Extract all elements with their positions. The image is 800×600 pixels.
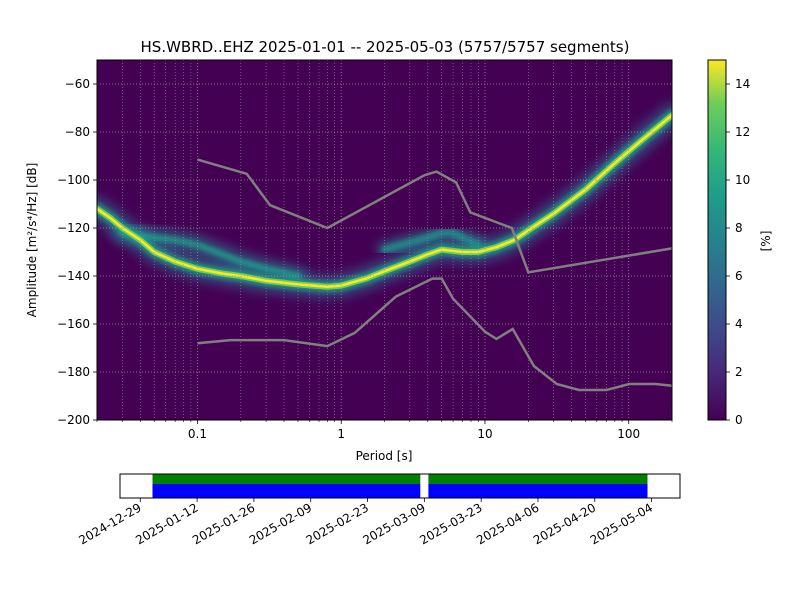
- y-tick-label: −120: [57, 221, 90, 235]
- date-tick-label: 2024-12-29: [76, 500, 143, 547]
- colorbar: 0 2 4 6 8 10 12 14 [%]: [707, 59, 773, 427]
- date-tick-label: 2025-05-04: [588, 500, 655, 547]
- coverage-plot: 2024-12-292025-01-122025-01-262025-02-09…: [76, 473, 681, 547]
- coverage-frame: [119, 473, 681, 499]
- date-tick-label: 2025-01-12: [133, 500, 200, 547]
- coverage-bars: [152, 474, 648, 498]
- chart-title: HS.WBRD..EHZ 2025-01-01 -- 2025-05-03 (5…: [141, 38, 630, 56]
- grid-lines: [97, 60, 672, 420]
- date-tick-label: 2025-01-26: [190, 500, 257, 547]
- x-tick-label: 10: [477, 427, 492, 441]
- colorbar-tick-label: 10: [735, 173, 750, 187]
- y-tick-label: −200: [57, 413, 90, 427]
- date-tick-label: 2025-03-09: [360, 500, 427, 547]
- colorbar-gradient: [707, 59, 727, 421]
- y-tick-label: −160: [57, 317, 90, 331]
- x-tick-label: 1: [337, 427, 345, 441]
- y-axis-ticks: −200 −180 −160 −140 −120 −100 −80 −60: [57, 77, 97, 427]
- colorbar-label: [%]: [759, 231, 773, 252]
- data-availability-bar: [152, 484, 421, 498]
- y-tick-label: −100: [57, 173, 90, 187]
- psd-heatmap: [97, 102, 672, 300]
- colorbar-ticks: 0 2 4 6 8 10 12 14: [726, 77, 750, 427]
- colorbar-tick-label: 12: [735, 125, 750, 139]
- psd-mode-core: [97, 113, 672, 289]
- date-tick-label: 2025-04-20: [531, 500, 598, 547]
- x-axis-ticks: 0.1 1 10 100: [96, 420, 673, 441]
- x-tick-label: 0.1: [188, 427, 207, 441]
- psd-plot-area: 0.1 1 10 100 −200 −180 −160 −140 −120 −100 −80 −60…: [25, 59, 673, 463]
- y-tick-label: −80: [65, 125, 90, 139]
- y-tick-label: −60: [65, 77, 90, 91]
- y-tick-label: −180: [57, 365, 90, 379]
- psd-secondary-band: [119, 229, 301, 279]
- colorbar-tick-label: 8: [735, 221, 743, 235]
- x-tick-label: 100: [617, 427, 640, 441]
- y-axis-label: Amplitude [m²/s⁴/Hz] [dB]: [25, 163, 39, 318]
- date-tick-label: 2025-03-23: [417, 500, 484, 547]
- colorbar-tick-label: 4: [735, 317, 743, 331]
- y-tick-label: −140: [57, 269, 90, 283]
- noise-model-low-line: [197, 277, 672, 392]
- date-tick-label: 2025-02-09: [247, 500, 314, 547]
- date-axis-ticks: 2024-12-292025-01-122025-01-262025-02-09…: [76, 498, 655, 547]
- colorbar-tick-label: 6: [735, 269, 743, 283]
- colorbar-tick-label: 0: [735, 413, 743, 427]
- noise-model-high-line: [197, 158, 672, 274]
- psd-coverage-bar: [152, 474, 421, 484]
- date-tick-label: 2025-04-06: [474, 500, 541, 547]
- colorbar-tick-label: 2: [735, 365, 743, 379]
- x-axis-label: Period [s]: [356, 449, 413, 463]
- colorbar-tick-label: 14: [735, 77, 750, 91]
- data-availability-bar: [428, 484, 648, 498]
- psd-coverage-bar: [428, 474, 648, 484]
- noise-models: [197, 158, 672, 392]
- date-tick-label: 2025-02-23: [304, 500, 371, 547]
